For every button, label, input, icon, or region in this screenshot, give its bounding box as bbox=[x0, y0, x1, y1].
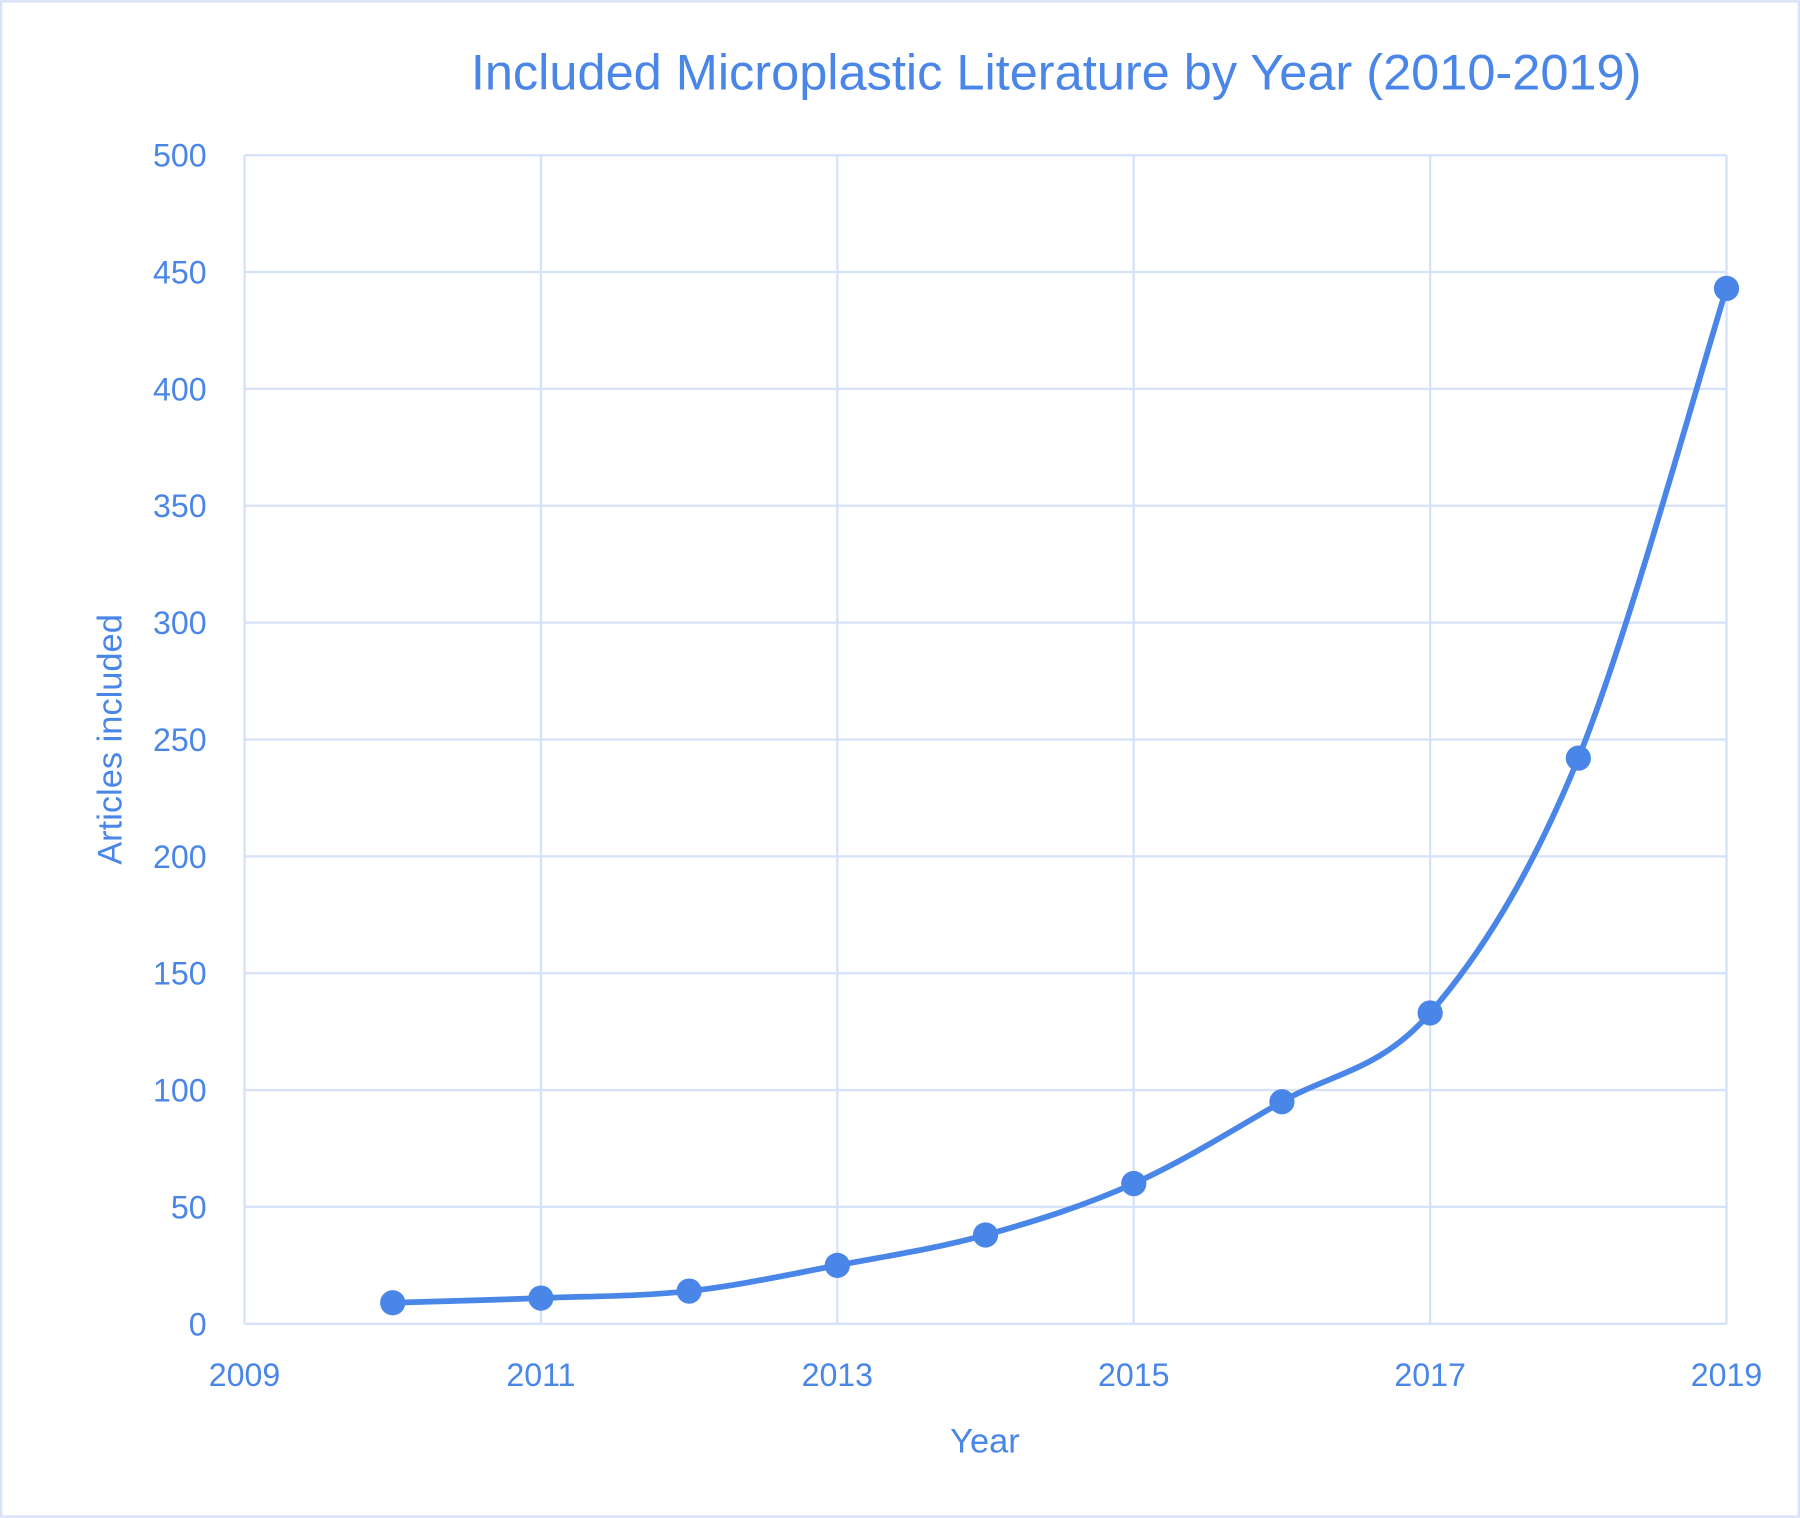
y-tick-label: 150 bbox=[153, 956, 207, 992]
data-point bbox=[972, 1222, 999, 1248]
y-tick-label: 400 bbox=[153, 371, 207, 407]
x-tick-label: 2017 bbox=[1394, 1357, 1465, 1393]
y-tick-label: 50 bbox=[171, 1189, 207, 1225]
data-point bbox=[528, 1285, 554, 1311]
y-tick-label: 200 bbox=[153, 839, 207, 875]
series bbox=[380, 275, 1740, 1316]
x-tick-label: 2015 bbox=[1098, 1357, 1169, 1393]
data-point bbox=[1269, 1089, 1295, 1115]
y-tick-label: 450 bbox=[153, 255, 207, 291]
data-point bbox=[824, 1252, 850, 1278]
data-point bbox=[1565, 745, 1591, 771]
x-axis-ticks: 2009 2011 2013 2015 2017 2019 bbox=[209, 1357, 1762, 1393]
data-point bbox=[1121, 1170, 1147, 1197]
y-axis-label: Articles included bbox=[92, 614, 130, 865]
x-axis-label: Year bbox=[950, 1422, 1020, 1460]
data-point bbox=[676, 1278, 702, 1304]
grid bbox=[243, 154, 1728, 1325]
y-axis-ticks: 0 50 100 150 200 250 300 350 400 450 500 bbox=[153, 138, 207, 1343]
y-tick-label: 250 bbox=[153, 722, 207, 758]
data-point bbox=[1417, 1000, 1443, 1026]
chart-title: Included Microplastic Literature by Year… bbox=[471, 44, 1642, 101]
data-point bbox=[1713, 275, 1740, 302]
y-tick-label: 500 bbox=[153, 138, 207, 174]
y-tick-label: 300 bbox=[153, 605, 207, 641]
x-tick-label: 2013 bbox=[802, 1357, 873, 1393]
y-tick-label: 0 bbox=[189, 1306, 207, 1342]
y-tick-label: 350 bbox=[153, 488, 207, 524]
x-tick-label: 2019 bbox=[1691, 1357, 1762, 1393]
data-point bbox=[380, 1290, 406, 1316]
x-tick-label: 2011 bbox=[506, 1357, 575, 1393]
y-tick-label: 100 bbox=[153, 1073, 207, 1109]
x-tick-label: 2009 bbox=[209, 1357, 280, 1393]
